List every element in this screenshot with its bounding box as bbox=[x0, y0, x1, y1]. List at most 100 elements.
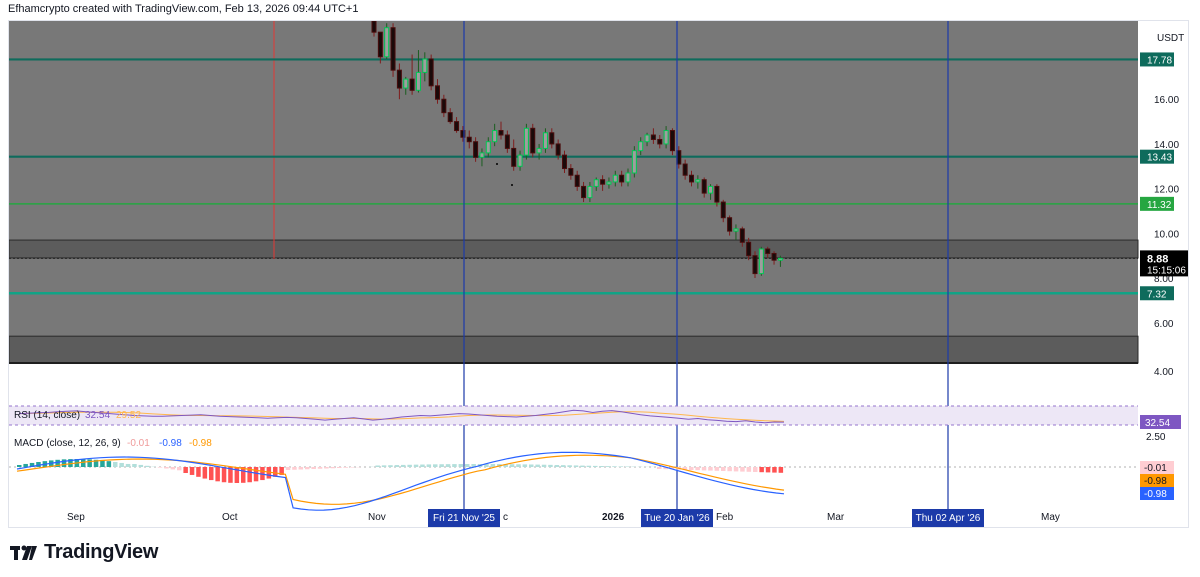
macd-hist-bar bbox=[516, 464, 521, 467]
candle-body-64 bbox=[777, 257, 783, 261]
macd-hist-bar bbox=[279, 467, 284, 475]
macd-hist-bar bbox=[689, 467, 694, 470]
macd-signal-line bbox=[16, 454, 785, 505]
macd-hist-bar bbox=[196, 467, 201, 477]
macd-hist-bar bbox=[375, 465, 380, 467]
macd-hist-bar bbox=[458, 464, 464, 467]
time-axis-label: Feb bbox=[716, 512, 734, 523]
price-badge-label: 7.32 bbox=[1147, 289, 1167, 300]
price-badge-7-32 bbox=[1140, 286, 1174, 301]
candle-body-50 bbox=[689, 174, 694, 183]
macd-hist-bar bbox=[132, 464, 137, 467]
macd-hist-bar bbox=[157, 467, 163, 468]
macd-hist-bar bbox=[189, 467, 195, 475]
macd-hist-bar bbox=[701, 467, 707, 471]
macd-hist-bar bbox=[401, 464, 406, 467]
candle-body-49 bbox=[682, 163, 688, 176]
candle-body-54 bbox=[714, 185, 720, 203]
current-price-label: 8.88 bbox=[1147, 253, 1168, 265]
macd-hist-bar bbox=[209, 467, 214, 481]
candle-body-40 bbox=[625, 172, 631, 183]
rsi-line bbox=[18, 409, 785, 424]
macd-axis-tick: 2.50 bbox=[1146, 432, 1166, 443]
macd-hist-bar bbox=[23, 463, 28, 467]
candle-body-28 bbox=[549, 132, 555, 145]
macd-hist-bar bbox=[215, 467, 220, 482]
candle-body-44 bbox=[650, 134, 656, 140]
time-axis-label: Mar bbox=[827, 512, 845, 523]
candle-body-27 bbox=[542, 132, 548, 149]
candle-body-42 bbox=[638, 141, 644, 152]
macd-hist-bar bbox=[311, 467, 316, 469]
price-chart[interactable]: USDT 16.00 14.00 12.00 10.00 8.00 6.00 4.00 17.7… bbox=[9, 21, 1190, 529]
candle-body-32 bbox=[574, 174, 580, 187]
macd-hist-bar bbox=[535, 464, 540, 467]
macd-badge-0 bbox=[1140, 461, 1174, 474]
candle-body-5 bbox=[403, 78, 409, 89]
candle-body-8 bbox=[422, 58, 428, 73]
macd-hist-bar bbox=[612, 466, 617, 467]
candle-body-36 bbox=[600, 179, 606, 185]
macd-hist-bar bbox=[349, 467, 355, 468]
price-zone-1 bbox=[9, 239, 1139, 259]
price-pane-background bbox=[9, 21, 1138, 363]
macd-hist-bar bbox=[234, 467, 240, 483]
candle-body-43 bbox=[644, 134, 650, 143]
candle-body-13 bbox=[454, 121, 460, 132]
price-axis-tick: 12.00 bbox=[1154, 185, 1179, 196]
candle-body-53 bbox=[708, 185, 714, 194]
price-zone-2 bbox=[9, 335, 1139, 364]
macd-hist-bar bbox=[266, 467, 272, 479]
macd-hist-bar bbox=[420, 464, 425, 467]
macd-hist-bar bbox=[413, 464, 419, 467]
candle-body-20 bbox=[498, 130, 504, 136]
candle-body-51 bbox=[695, 179, 701, 183]
price-axis-currency: USDT bbox=[1157, 33, 1184, 44]
candle-body-24 bbox=[523, 127, 529, 156]
time-axis-label-fragment: c bbox=[503, 512, 508, 523]
macd-hist-bar bbox=[778, 467, 784, 473]
macd-badge-1 bbox=[1140, 474, 1174, 487]
macd-hist-bar bbox=[733, 467, 739, 472]
candle-body-33 bbox=[581, 185, 587, 199]
macd-hist-bar bbox=[561, 465, 566, 467]
date-marker-badge-3 bbox=[912, 509, 984, 527]
macd-hist-bar bbox=[657, 467, 662, 469]
macd-indicator-label: MACD (close, 12, 26, 9) bbox=[14, 438, 121, 449]
macd-hist-bar bbox=[247, 467, 252, 483]
macd-line-value: -0.98 bbox=[159, 438, 182, 449]
candle-body-18 bbox=[485, 141, 491, 154]
time-axis-label: May bbox=[1041, 512, 1060, 523]
macd-hist-bar bbox=[580, 465, 585, 467]
macd-hist-bar bbox=[183, 467, 188, 473]
macd-hist-bar bbox=[292, 467, 297, 470]
macd-hist-bar bbox=[330, 467, 336, 469]
macd-hist-bar bbox=[772, 467, 777, 473]
candle-body-57 bbox=[733, 228, 739, 232]
macd-badge-label: -0.98 bbox=[1144, 489, 1167, 500]
candle-body-1 bbox=[377, 31, 383, 58]
candle-body-16 bbox=[473, 141, 479, 158]
macd-hist-bar bbox=[753, 467, 758, 472]
price-badge-11-32 bbox=[1140, 196, 1174, 211]
macd-hist-bar bbox=[343, 467, 348, 468]
candle-body-60 bbox=[752, 255, 758, 275]
candle-body-61 bbox=[758, 248, 764, 275]
macd-hist-bar bbox=[740, 467, 745, 472]
candle-body-62 bbox=[765, 248, 771, 254]
macd-hist-bar bbox=[125, 463, 131, 467]
macd-hist-bar bbox=[164, 467, 169, 469]
macd-hist-bar bbox=[61, 459, 67, 467]
footer-brand-text: TradingView bbox=[44, 541, 159, 563]
candle-body-21 bbox=[504, 134, 510, 149]
macd-hist-bar bbox=[93, 459, 99, 467]
macd-hist-bar bbox=[394, 465, 400, 467]
macd-hist-bar bbox=[509, 464, 515, 467]
macd-hist-bar bbox=[452, 464, 457, 467]
macd-hist-bar bbox=[260, 467, 265, 481]
macd-hist-bar bbox=[100, 460, 105, 467]
price-badge-13-43 bbox=[1140, 149, 1174, 164]
macd-hist-bar bbox=[241, 467, 246, 483]
candle-body-6 bbox=[409, 78, 415, 91]
macd-hist-bar bbox=[618, 466, 624, 467]
